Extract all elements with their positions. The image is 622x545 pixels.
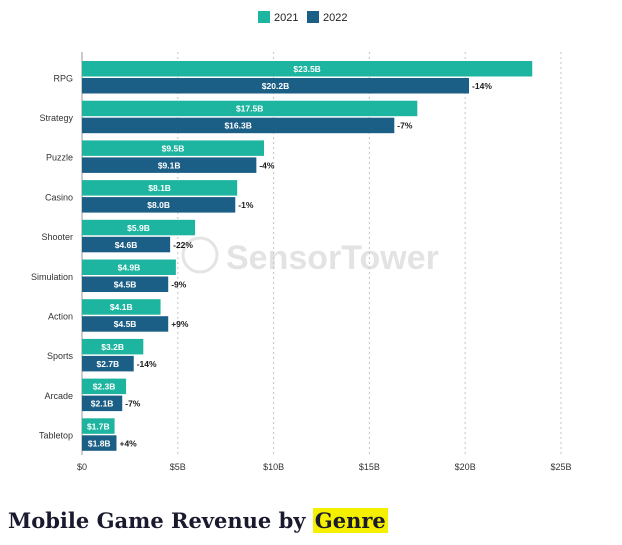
chart-title: Mobile Game Revenue by Genre xyxy=(8,508,388,533)
change-label: -14% xyxy=(472,81,492,91)
bar-value-label: $4.5B xyxy=(114,279,137,289)
change-label: -1% xyxy=(238,200,254,210)
change-label: -7% xyxy=(397,121,413,131)
bar-2021 xyxy=(82,180,238,196)
bar-2021 xyxy=(82,418,115,434)
bar-value-label: $4.5B xyxy=(114,319,137,329)
chart: SensorTower $0 $5B $10B $15B $20B $25B RPG $23.5… xyxy=(31,11,572,472)
bar-2022 xyxy=(82,197,236,213)
chart-title-prefix: Mobile Game Revenue by xyxy=(8,508,313,533)
x-tick-label: $15B xyxy=(359,462,380,472)
bar-value-label: $20.2B xyxy=(262,81,289,91)
bar-2021 xyxy=(82,61,533,77)
change-label: -14% xyxy=(137,359,157,369)
bar-value-label: $4.1B xyxy=(110,302,133,312)
x-tick-label: $20B xyxy=(455,462,476,472)
bar-2021 xyxy=(82,140,265,156)
bar-2022 xyxy=(82,355,134,372)
bar-2022 xyxy=(82,395,123,412)
watermark: SensorTower xyxy=(226,239,439,277)
bar-value-label: $9.1B xyxy=(158,160,181,170)
change-label: -22% xyxy=(173,240,193,250)
x-tick-label: $5B xyxy=(170,462,186,472)
change-label: -4% xyxy=(259,160,275,170)
category-label: Action xyxy=(48,311,73,321)
category-label: Arcade xyxy=(44,391,73,401)
bar-2021 xyxy=(82,299,161,315)
category-label: RPG xyxy=(53,73,73,83)
legend-swatch-2021 xyxy=(258,11,270,23)
change-label: +9% xyxy=(171,319,189,329)
bar-2021 xyxy=(82,259,176,275)
x-tick-label: $10B xyxy=(263,462,284,472)
bar-value-label: $8.1B xyxy=(148,183,171,193)
bar-2022 xyxy=(82,157,257,173)
bar-value-label: $3.2B xyxy=(101,342,124,352)
bar-value-label: $5.9B xyxy=(127,223,150,233)
bar-value-label: $17.5B xyxy=(236,104,263,114)
bar-2021 xyxy=(82,378,127,395)
chart-title-highlight: Genre xyxy=(312,508,388,533)
bar-2022 xyxy=(82,276,169,292)
change-label: -7% xyxy=(125,399,141,409)
bar-2022 xyxy=(82,78,470,94)
bar-value-label: $4.6B xyxy=(115,240,138,250)
bar-value-label: $8.0B xyxy=(147,200,170,210)
bar-2021 xyxy=(82,219,196,236)
category-label: Casino xyxy=(45,192,73,202)
bar-2021 xyxy=(82,338,144,355)
bar-value-label: $16.3B xyxy=(224,121,251,131)
bar-value-label: $2.1B xyxy=(91,399,114,409)
bar-2022 xyxy=(82,236,171,253)
category-label: Simulation xyxy=(31,272,73,282)
category-label: Shooter xyxy=(41,232,73,242)
bar-value-label: $4.9B xyxy=(118,262,141,272)
watermark-logo-icon xyxy=(181,236,219,274)
x-tick-label: $25B xyxy=(550,462,571,472)
legend-swatch-2022 xyxy=(307,11,319,23)
category-label: Puzzle xyxy=(46,153,73,163)
legend-label: 2021 xyxy=(274,12,298,24)
category-label: Sports xyxy=(47,351,74,361)
bar-value-label: $2.3B xyxy=(93,382,116,392)
bar-2022 xyxy=(82,316,169,332)
bar-value-label: $1.8B xyxy=(88,438,111,448)
change-label: -9% xyxy=(171,279,187,289)
change-label: +4% xyxy=(119,438,137,448)
bar-2022 xyxy=(82,435,117,451)
bar-value-label: $9.5B xyxy=(162,143,185,153)
x-tick-label: $0 xyxy=(77,462,87,472)
legend-label: 2022 xyxy=(323,12,347,24)
bar-2021 xyxy=(82,100,418,117)
bar-2022 xyxy=(82,117,395,134)
category-label: Strategy xyxy=(39,113,73,123)
bar-value-label: $1.7B xyxy=(87,421,110,431)
bar-value-label: $23.5B xyxy=(293,64,320,74)
category-label: Tabletop xyxy=(39,431,73,441)
bar-value-label: $2.7B xyxy=(97,359,120,369)
